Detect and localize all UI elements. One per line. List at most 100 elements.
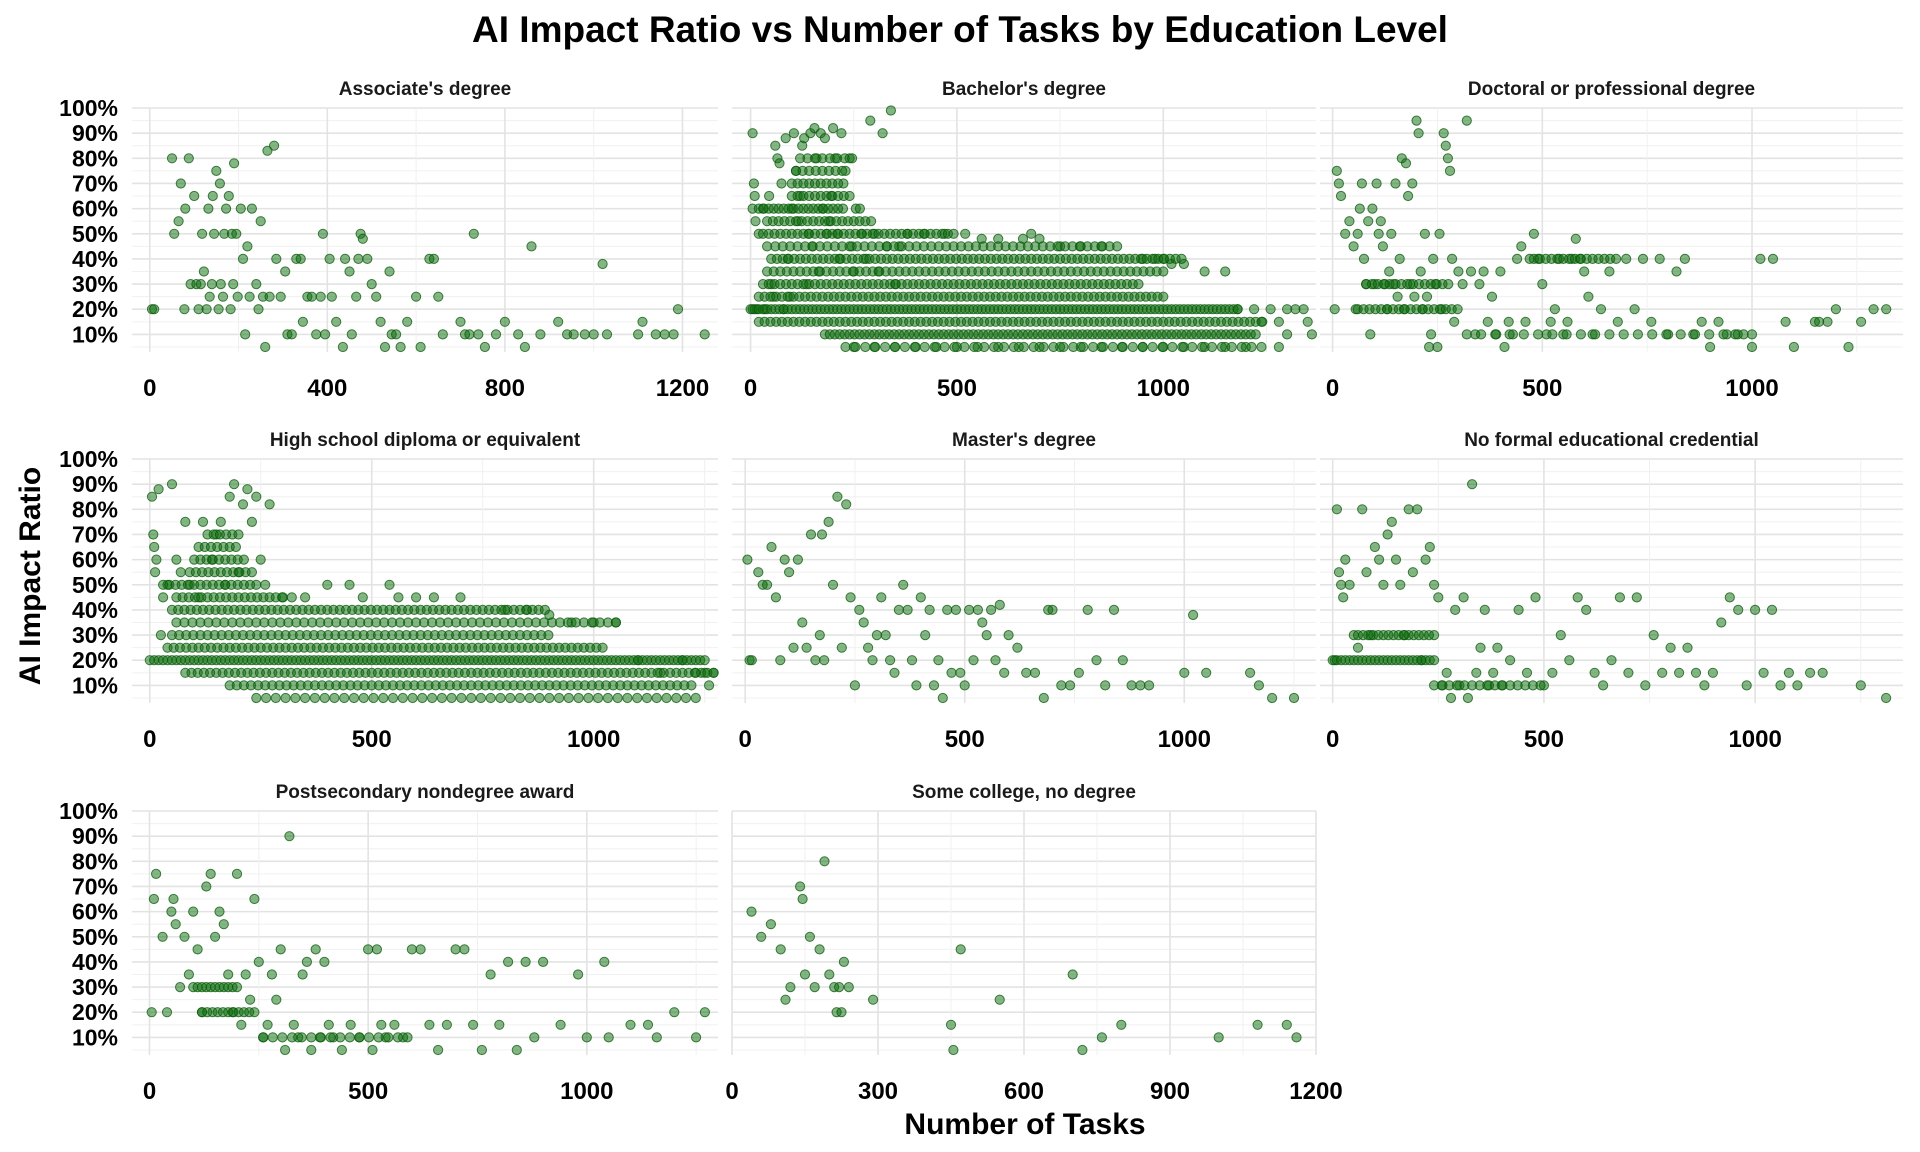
data-point (937, 692, 948, 704)
data-point (1704, 329, 1715, 340)
data-point (1654, 253, 1665, 264)
data-point (526, 241, 537, 252)
data-point (383, 1032, 394, 1043)
data-point (1201, 667, 1212, 678)
data-point (1377, 241, 1389, 252)
data-point (1363, 216, 1374, 227)
data-point (1618, 329, 1629, 340)
data-point (1331, 165, 1342, 176)
data-point (179, 304, 190, 315)
data-point (389, 1019, 400, 1030)
data-point (1135, 680, 1146, 691)
data-point (1471, 667, 1482, 678)
facet-panel: No formal educational credential 0 500 1000 (1320, 430, 1903, 753)
data-point (1707, 667, 1719, 678)
y-tick-label: 70% (72, 170, 118, 196)
data-point (1705, 341, 1716, 353)
data-point (1333, 178, 1345, 189)
data-point (237, 253, 249, 264)
data-point (336, 1044, 347, 1056)
data-point (797, 893, 808, 905)
data-point (1403, 190, 1414, 202)
y-tick-label: 100% (59, 798, 118, 824)
data-point (433, 1044, 444, 1056)
data-point (850, 341, 861, 353)
data-point (1696, 316, 1707, 327)
data-point (392, 1032, 403, 1043)
data-point (242, 241, 253, 252)
data-point (213, 304, 224, 315)
facet-title: Postsecondary nondegree award (276, 782, 575, 803)
data-point (192, 944, 203, 955)
data-point (215, 516, 226, 528)
data-point (210, 931, 221, 942)
data-point (1671, 266, 1682, 277)
data-point (450, 944, 461, 955)
facet-title: Doctoral or professional degree (1468, 79, 1755, 100)
data-point (1572, 592, 1583, 603)
data-point (1699, 680, 1710, 691)
data-point (344, 1032, 355, 1043)
data-point (899, 341, 911, 353)
data-point (262, 145, 273, 156)
data-point (544, 692, 555, 704)
data-point (775, 944, 786, 955)
data-point (1371, 178, 1382, 189)
data-point (708, 667, 719, 678)
data-point (1038, 341, 1049, 353)
data-point (994, 599, 1005, 611)
data-point (253, 956, 264, 968)
data-point (1447, 253, 1458, 264)
data-point (326, 291, 337, 302)
data-point (148, 529, 159, 540)
data-point (1038, 692, 1049, 704)
data-point (1780, 316, 1791, 327)
data-point (661, 692, 672, 704)
data-point (880, 630, 891, 641)
data-point (1288, 692, 1300, 704)
data-point (1445, 692, 1457, 704)
data-point (288, 1019, 299, 1030)
data-point (253, 304, 264, 315)
data-point (235, 203, 246, 214)
data-point (581, 1032, 592, 1043)
data-point (215, 279, 226, 290)
data-point (197, 228, 208, 239)
data-point (597, 258, 608, 270)
data-point (563, 692, 574, 704)
data-point (1611, 253, 1622, 264)
y-tick-label: 90% (72, 471, 118, 497)
data-point (1492, 642, 1503, 653)
data-point (668, 329, 679, 340)
data-point (468, 1019, 479, 1030)
data-point (1407, 178, 1418, 189)
data-point (1453, 266, 1464, 277)
data-point (411, 291, 422, 302)
data-point (1856, 316, 1867, 327)
data-point (837, 203, 849, 214)
data-point (686, 680, 697, 691)
data-point (1249, 304, 1260, 315)
y-tick-label: 30% (72, 271, 118, 297)
data-point (1265, 304, 1276, 315)
data-point (146, 491, 158, 502)
data-point (169, 228, 180, 239)
data-point (770, 592, 782, 603)
data-point (1340, 554, 1351, 565)
data-point (148, 893, 159, 905)
data-point (203, 203, 214, 214)
data-point (1188, 609, 1199, 621)
x-axis-label: Number of Tasks (904, 1108, 1146, 1141)
x-tick-label: 500 (945, 726, 985, 753)
data-point (1252, 1019, 1263, 1030)
data-point (1495, 266, 1506, 277)
data-point (490, 329, 502, 340)
data-point (1378, 579, 1389, 590)
data-point (1665, 642, 1676, 653)
data-point (1386, 516, 1397, 528)
data-point (583, 692, 594, 704)
data-point (1047, 604, 1058, 616)
data-point (475, 692, 486, 704)
data-point (1390, 554, 1402, 565)
data-point (258, 1032, 269, 1043)
